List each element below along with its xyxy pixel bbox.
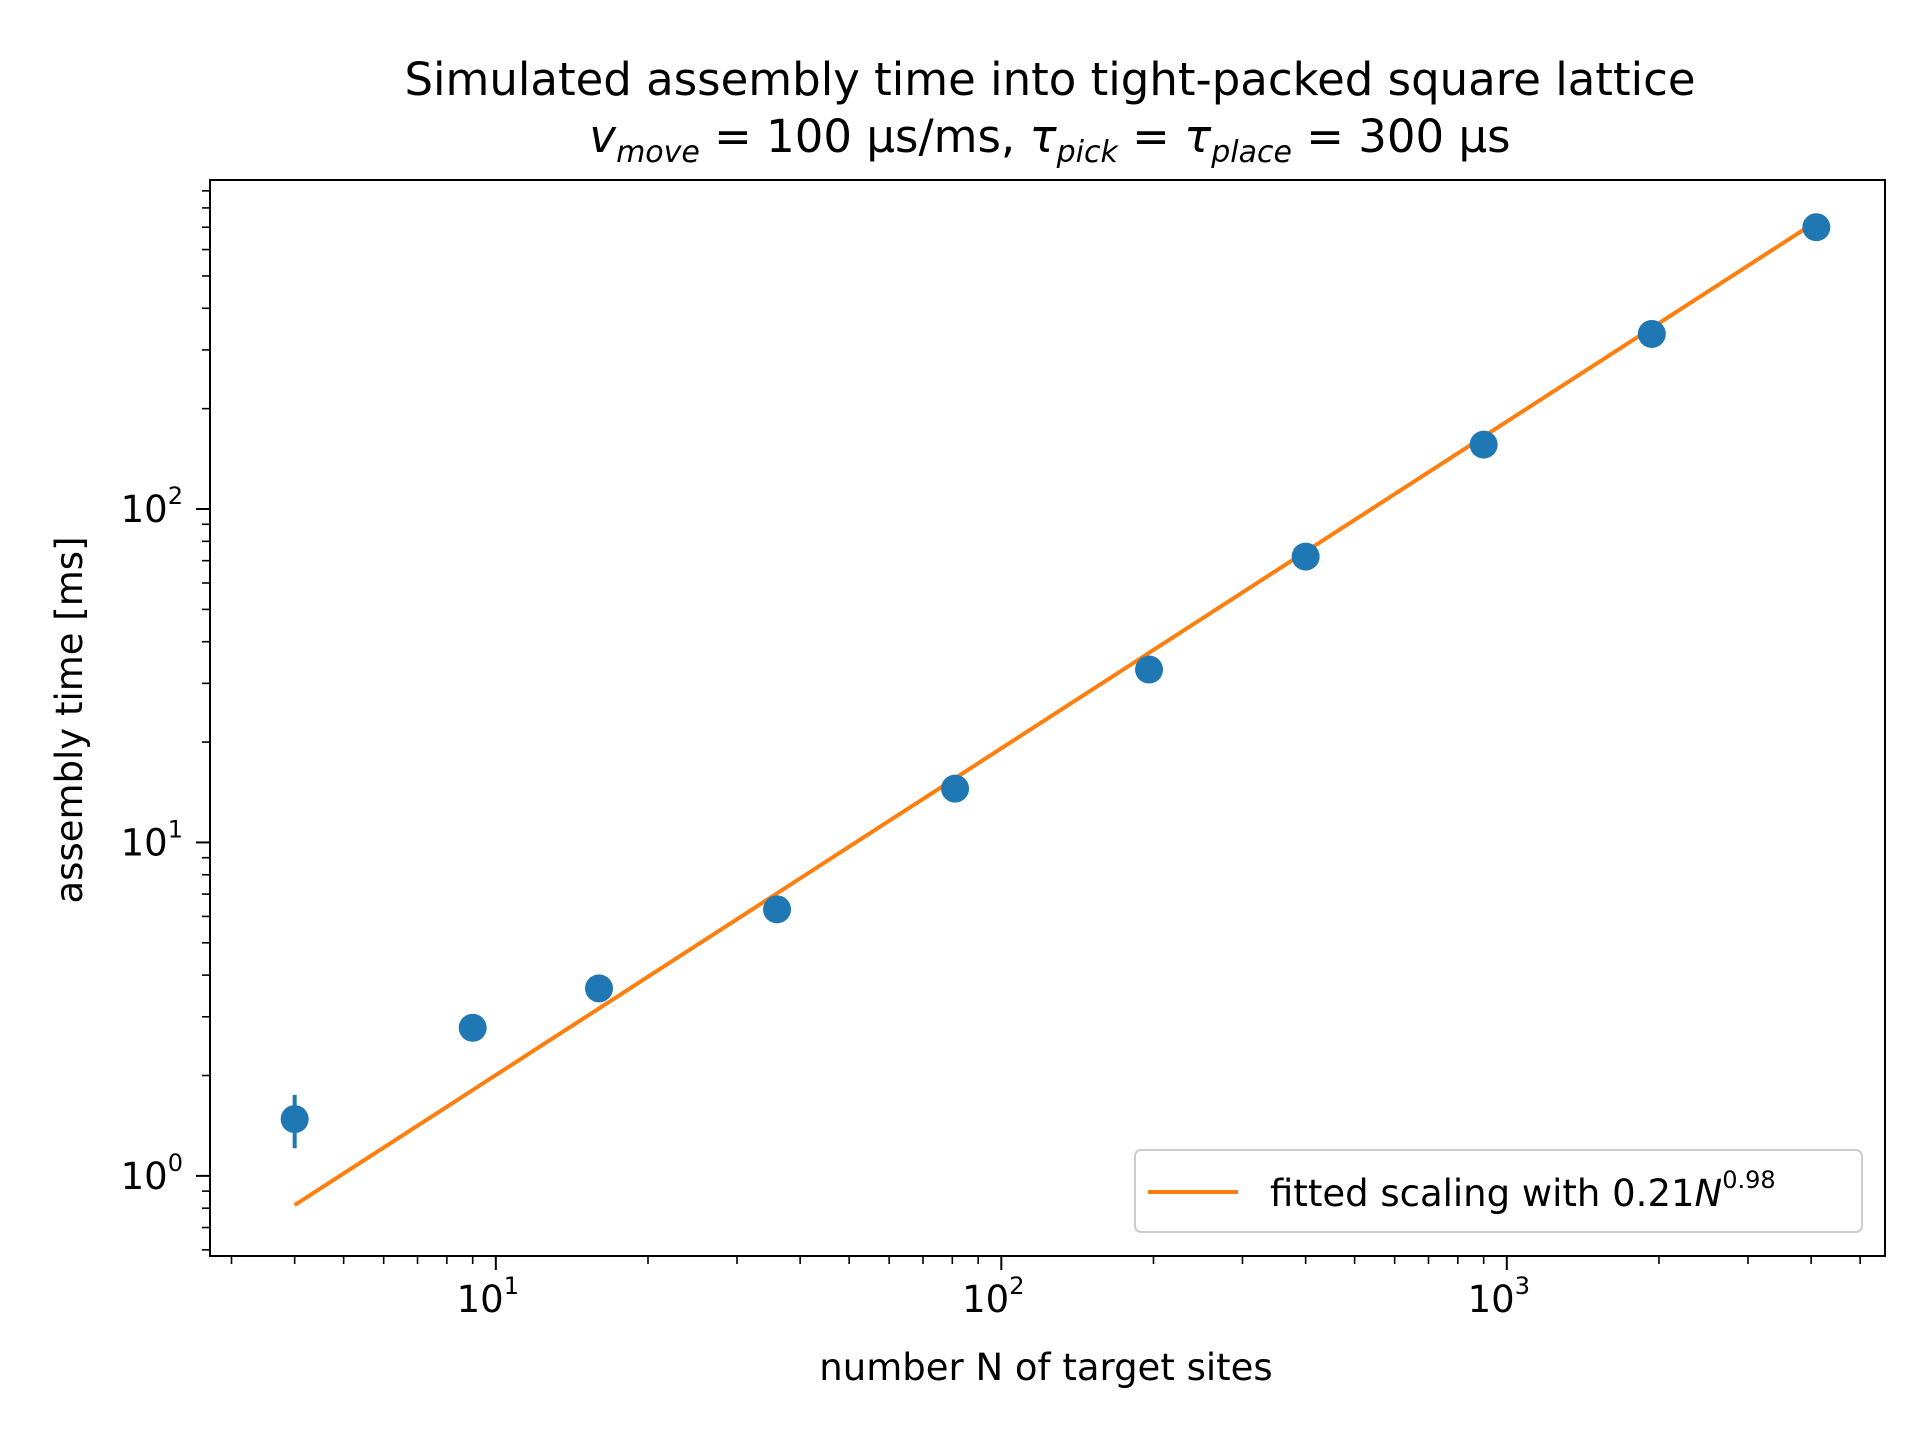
x-tick-base: 10 <box>962 1278 1009 1321</box>
legend-entry-text: fitted scaling with 0.21 <box>1270 1172 1695 1215</box>
data-point <box>941 774 970 803</box>
y-tick-base: 10 <box>121 488 168 531</box>
x-tick-exponent: 3 <box>1515 1272 1530 1300</box>
subtitle-tau1-sub: pick <box>1056 135 1120 170</box>
x-tick-exponent: 1 <box>504 1272 519 1300</box>
data-point <box>1469 430 1498 459</box>
y-tick-exponent: 2 <box>168 482 183 510</box>
fit-line <box>293 219 1818 1207</box>
y-tick-exponent: 1 <box>168 815 183 843</box>
chart-title: Simulated assembly time into tight-packe… <box>404 53 1695 106</box>
subtitle-v-symbol: v <box>589 110 617 163</box>
y-tick-exponent: 0 <box>168 1149 183 1177</box>
y-tick-label: 101 <box>121 815 183 864</box>
subtitle-eq: = <box>1118 110 1184 163</box>
y-tick-base: 10 <box>121 1155 168 1198</box>
plot-area <box>280 213 1831 1207</box>
data-point <box>1135 655 1164 684</box>
data-point <box>763 895 792 924</box>
x-tick-exponent: 2 <box>1009 1272 1024 1300</box>
legend-entry-exponent: 0.98 <box>1722 1166 1775 1194</box>
y-axis-label: assembly time [ms] <box>48 536 91 903</box>
data-point <box>458 1013 487 1042</box>
subtitle-tau2-sub: place <box>1210 135 1292 170</box>
data-point <box>1802 213 1831 242</box>
x-tick-label: 101 <box>457 1272 519 1321</box>
y-tick-label: 102 <box>121 482 183 531</box>
x-tick-label: 103 <box>1468 1272 1530 1321</box>
subtitle-tau-value: = 300 μs <box>1292 110 1511 163</box>
chart-subtitle: vmove = 100 μs/ms, τpick = τplace = 300 … <box>589 110 1510 170</box>
data-point <box>1291 542 1320 571</box>
y-tick-base: 10 <box>121 821 168 864</box>
axes-frame <box>209 179 1886 1257</box>
x-tick-base: 10 <box>1468 1278 1515 1321</box>
x-tick-base: 10 <box>457 1278 504 1321</box>
legend-entry-var: N <box>1695 1172 1723 1215</box>
data-point <box>1637 319 1666 348</box>
legend-frame <box>1134 1149 1863 1233</box>
chart-title-group: Simulated assembly time into tight-packe… <box>404 53 1695 170</box>
x-axis-label: number N of target sites <box>819 1346 1272 1389</box>
data-point <box>280 1105 309 1134</box>
subtitle-v-sub: move <box>616 135 700 170</box>
data-point <box>585 974 614 1003</box>
y-tick-label: 100 <box>121 1149 183 1198</box>
x-tick-label: 102 <box>962 1272 1024 1321</box>
subtitle-v-value: = 100 μs/ms, <box>700 110 1030 163</box>
legend-entry-fit: fitted scaling with 0.21N0.98 <box>1270 1166 1776 1215</box>
subtitle-tau1-symbol: τ <box>1030 110 1058 163</box>
legend: fitted scaling with 0.21N0.98 <box>1134 1149 1863 1233</box>
subtitle-tau2-symbol: τ <box>1184 110 1212 163</box>
